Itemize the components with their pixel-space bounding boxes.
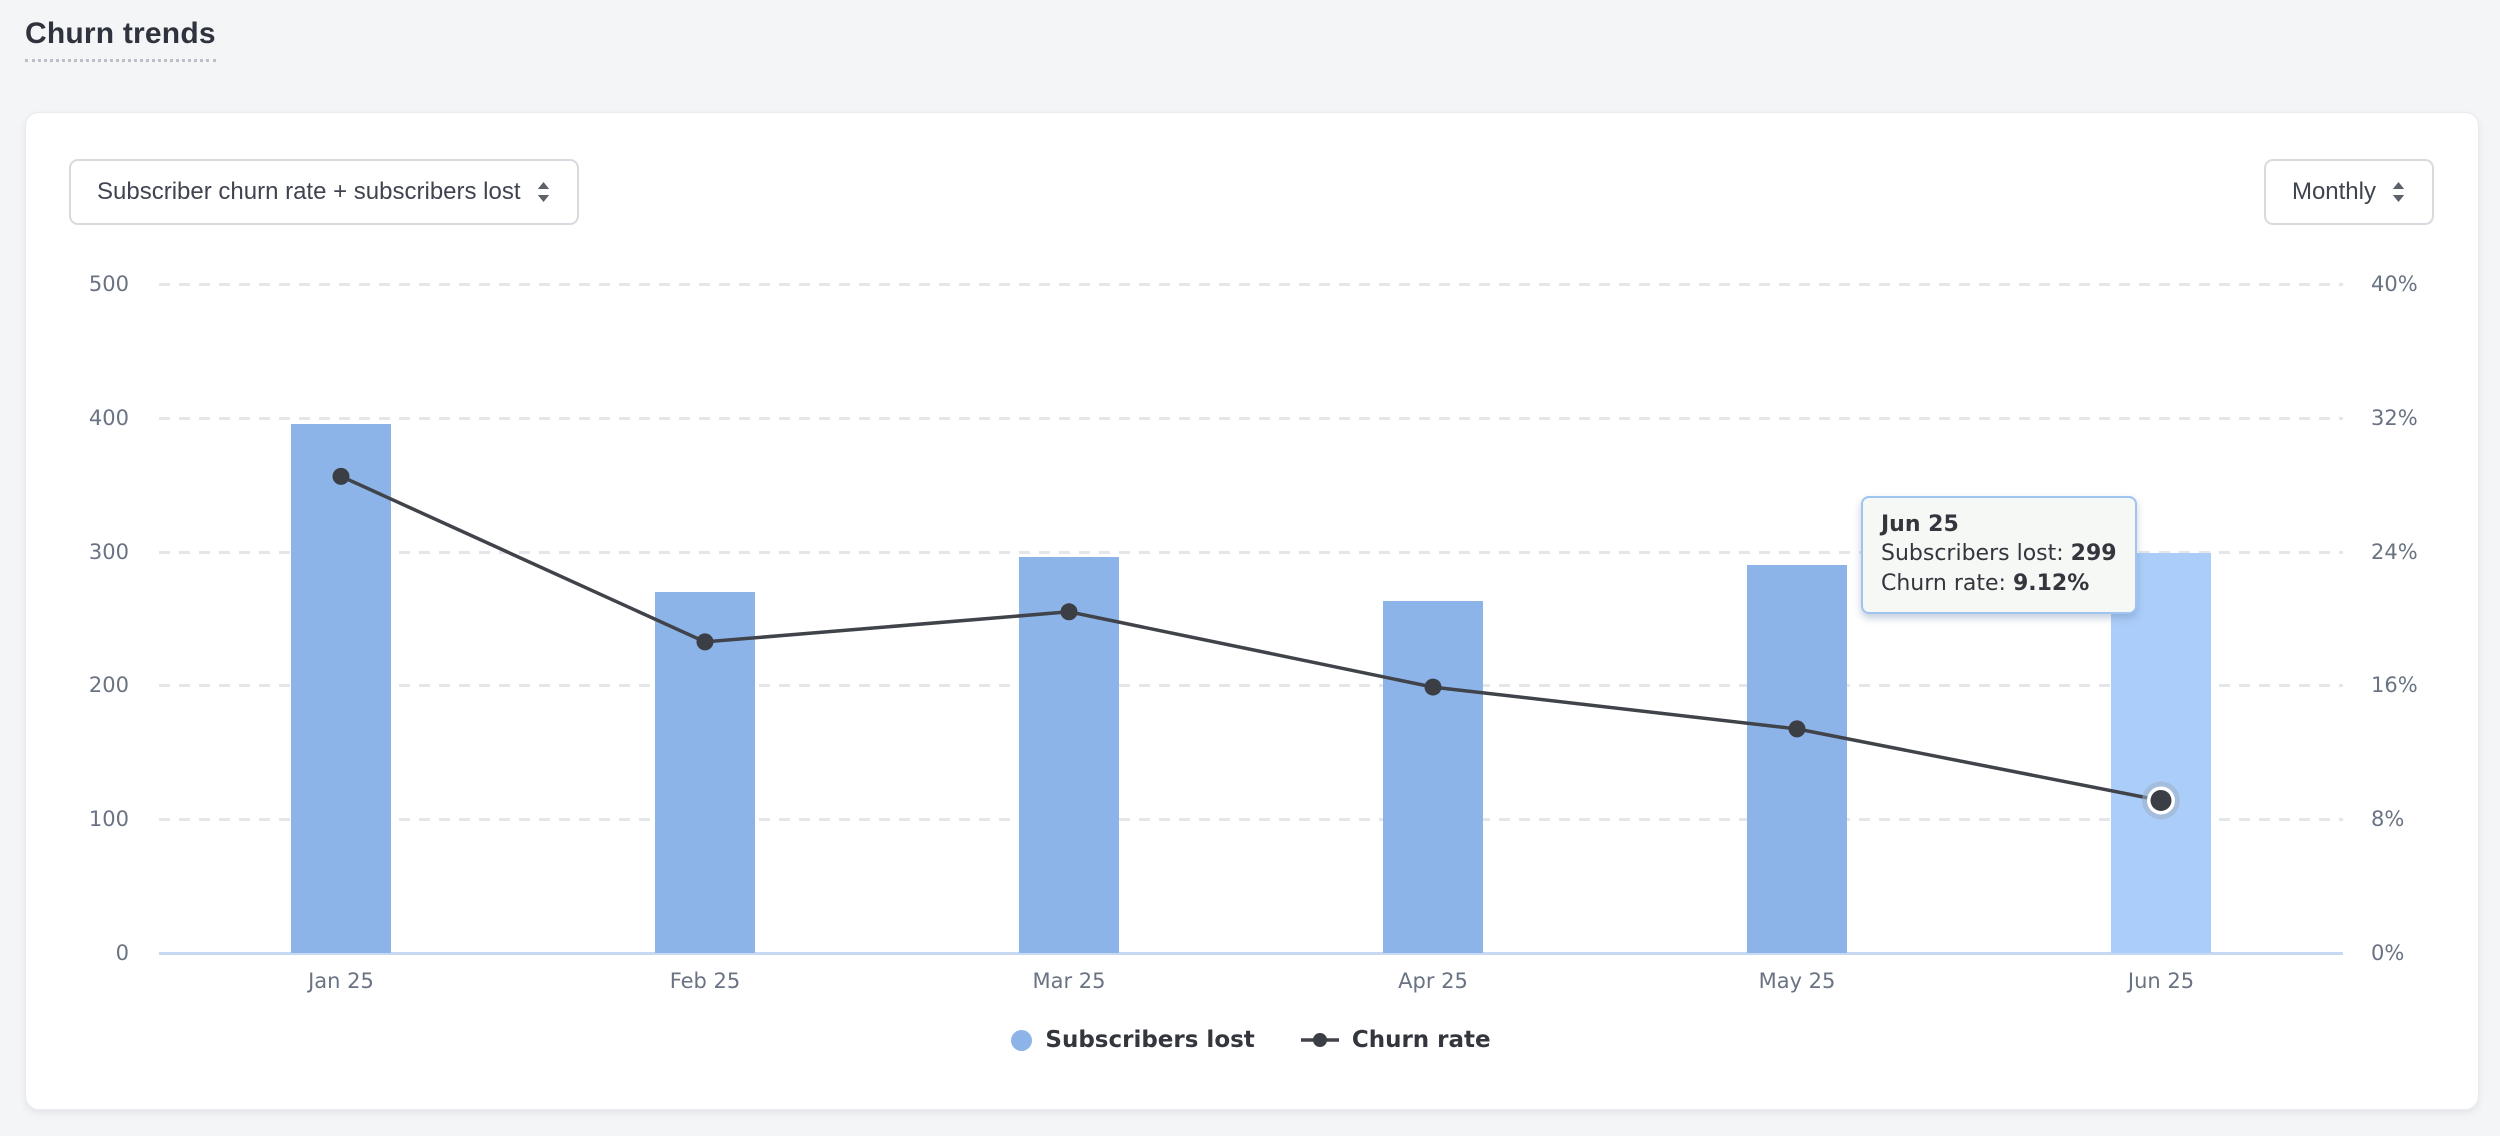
- metric-select-value: Subscriber churn rate + subscribers lost: [97, 178, 521, 205]
- gridline: [159, 818, 2343, 822]
- left-axis-tick: 100: [88, 807, 129, 832]
- gridline: [159, 283, 2343, 286]
- right-axis-tick: 40%: [2371, 272, 2418, 296]
- line-point-jun-25[interactable]: [2150, 789, 2172, 811]
- chart-legend: Subscribers lost Churn rate: [159, 1027, 2343, 1053]
- page-header: Churn trends: [25, 14, 216, 62]
- churn-rate-line: [340, 474, 2162, 803]
- interval-select-value: Monthly: [2291, 178, 2376, 205]
- tooltip-title: Jun 25: [1881, 512, 1959, 537]
- chart-tooltip: Jun 25 Subscribers lost: 299 Churn rate: …: [1861, 496, 2137, 615]
- tooltip-row: Churn rate: 9.12%: [1881, 569, 2117, 598]
- left-axis-tick: 300: [88, 539, 129, 564]
- tooltip-row-value: 299: [2070, 541, 2117, 567]
- select-updown-arrows-icon: [537, 182, 549, 202]
- tooltip-row-value: 9.12%: [2012, 570, 2090, 596]
- interval-select[interactable]: Monthly: [2263, 159, 2434, 225]
- left-axis-tick: 0: [115, 941, 129, 965]
- x-axis-label: Mar 25: [1032, 969, 1106, 993]
- x-axis-label: Jun 25: [2127, 969, 2195, 993]
- tooltip-row-label: Subscribers lost:: [1881, 541, 2071, 567]
- tooltip-row-label: Churn rate:: [1881, 570, 2013, 596]
- bar-may-25[interactable]: [1747, 564, 1847, 953]
- bar-series-marker-icon: [1011, 1029, 1033, 1051]
- right-axis-tick: 0%: [2371, 941, 2405, 965]
- legend-item-subscribers-lost[interactable]: Subscribers lost: [1011, 1027, 1255, 1053]
- line-point-feb-25[interactable]: [696, 633, 714, 651]
- gridline: [159, 684, 2343, 688]
- churn-trends-card: Subscriber churn rate + subscribers lost…: [25, 112, 2479, 1110]
- x-axis-label: Jan 25: [308, 969, 374, 993]
- bar-apr-25[interactable]: [1383, 601, 1483, 953]
- x-axis-label: May 25: [1758, 969, 1836, 993]
- x-axis-label: Apr 25: [1398, 969, 1468, 993]
- right-axis-tick: 16%: [2371, 673, 2418, 698]
- bar-jun-25[interactable]: [2111, 552, 2211, 953]
- page-title[interactable]: Churn trends: [25, 17, 216, 62]
- bar-feb-25[interactable]: [655, 591, 755, 953]
- left-axis-tick: 400: [88, 405, 129, 430]
- line-point-mar-25[interactable]: [1060, 603, 1078, 621]
- bar-mar-25[interactable]: [1019, 556, 1119, 953]
- line-point-jan-25[interactable]: [332, 467, 350, 485]
- gridline: [159, 416, 2343, 420]
- legend-label: Subscribers lost: [1045, 1027, 1255, 1053]
- x-axis-label: Feb 25: [669, 969, 741, 993]
- tooltip-row: Subscribers lost: 299: [1881, 539, 2117, 568]
- churn-rate-line-chart: [332, 467, 2180, 820]
- right-axis-tick: 8%: [2371, 807, 2405, 832]
- gridline: [159, 550, 2343, 554]
- left-axis-tick: 200: [88, 673, 129, 698]
- bar-jan-25[interactable]: [291, 424, 391, 953]
- metric-select[interactable]: Subscriber churn rate + subscribers lost: [69, 159, 579, 225]
- legend-item-churn-rate[interactable]: Churn rate: [1300, 1027, 1491, 1053]
- line-series-marker-icon: [1300, 1033, 1339, 1047]
- legend-label: Churn rate: [1351, 1027, 1491, 1053]
- right-axis-tick: 24%: [2371, 539, 2418, 564]
- left-axis-tick: 500: [88, 272, 129, 296]
- line-point-may-25[interactable]: [1788, 720, 1806, 738]
- x-axis-line: [159, 952, 2343, 955]
- right-axis-tick: 32%: [2371, 405, 2418, 430]
- line-point-apr-25[interactable]: [1424, 678, 1442, 696]
- select-updown-arrows-icon: [2392, 182, 2405, 202]
